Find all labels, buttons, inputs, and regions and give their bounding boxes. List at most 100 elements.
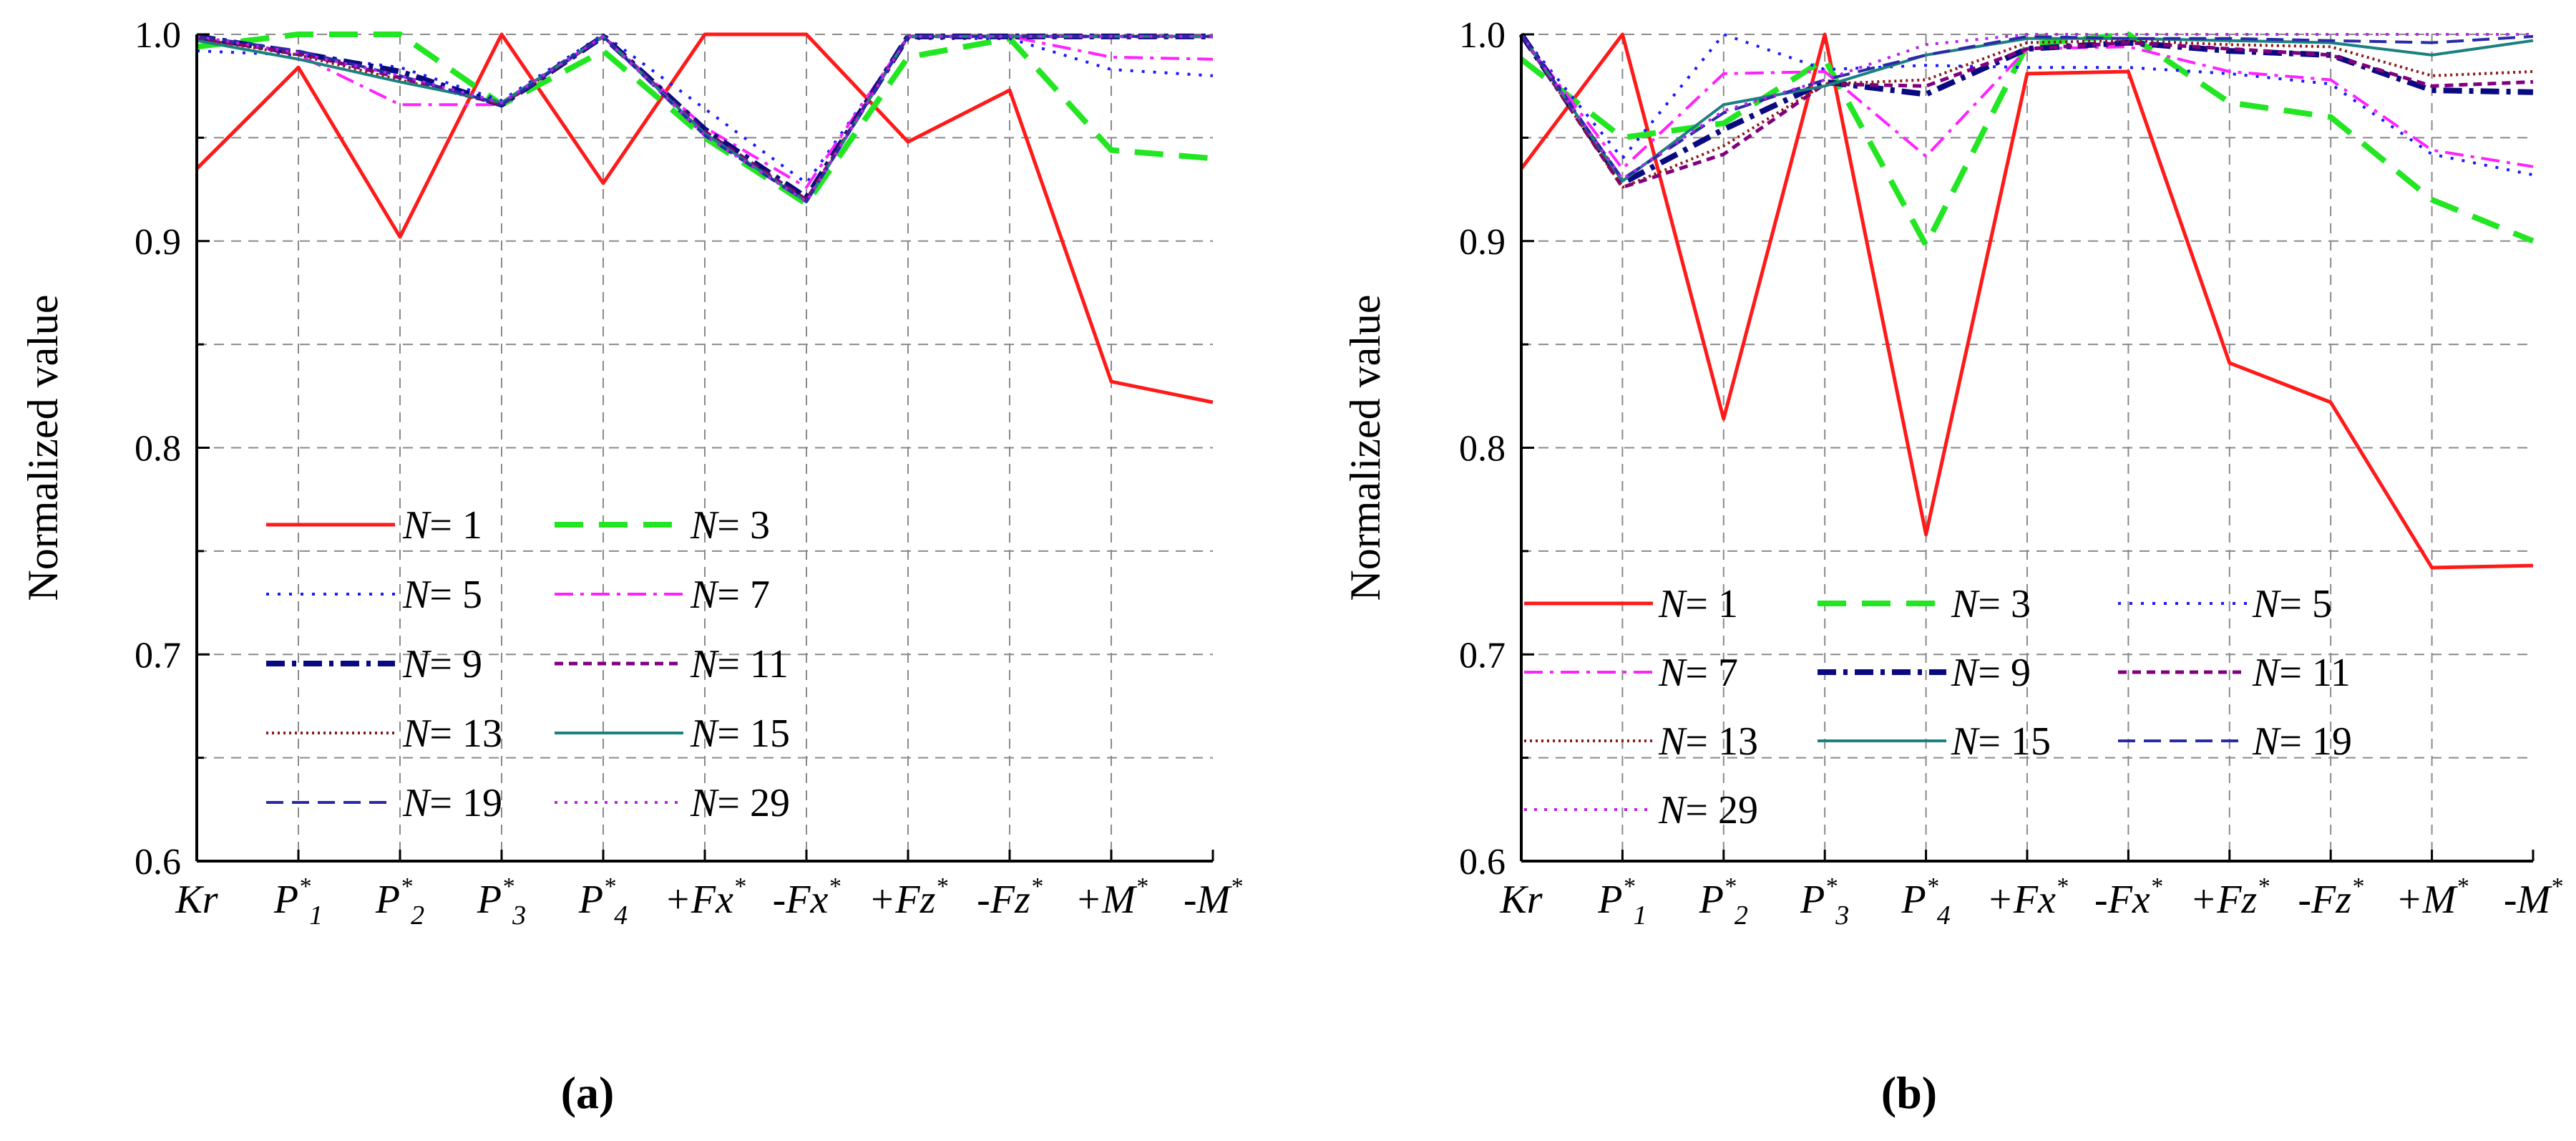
x-tick-label-superscript: * — [2150, 873, 2162, 900]
y-tick-label: 0.7 — [1459, 635, 1506, 676]
x-tick-label-symbol: P — [273, 878, 298, 922]
x-tick-label-symbol: Kr — [1499, 878, 1542, 922]
x-tick-label-symbol: Fz — [894, 878, 935, 922]
legend-label-value: = 13 — [429, 712, 502, 756]
x-tick-label: +Fz* — [2190, 873, 2269, 922]
legend-label-value: = 9 — [429, 642, 482, 686]
series-line-n29 — [196, 34, 1213, 203]
x-tick-label-subscript: 4 — [1937, 900, 1951, 931]
x-tick-label-sign: + — [869, 878, 896, 922]
panel-label: (a) — [561, 1067, 615, 1118]
legend-label-value: = 29 — [717, 781, 790, 825]
legend-label-var: N — [402, 573, 431, 617]
legend-label-n11: N= 11 — [690, 642, 789, 686]
x-tick-label-symbol: P — [1800, 878, 1825, 922]
legend-label-var: N — [1658, 719, 1687, 764]
series-line-n11 — [1519, 33, 2534, 190]
y-ticks: 0.6 0.7 0.8 0.9 1.0 — [1459, 15, 1534, 883]
legend-label-value: = 29 — [1685, 788, 1758, 832]
chart-panel-b: 0.60.70.80.91.0Kr P* 1 P* 2 P* 3 P* 4 +Fx* -Fx* +Fz… — [1342, 15, 2562, 1118]
series-line-n3 — [196, 31, 1214, 207]
y-tick-label: 0.8 — [135, 429, 181, 470]
legend-label-var: N — [2252, 651, 2281, 695]
legend-label-n19: N= 19 — [2252, 719, 2352, 764]
legend-label-var: N — [690, 712, 719, 756]
legend-label-n3: N= 3 — [1951, 582, 2031, 626]
x-tick-label-subscript: 3 — [1835, 900, 1849, 931]
legend-label-var: N — [1951, 719, 1980, 764]
x-tick-label-symbol: Fz — [2216, 878, 2257, 922]
y-tick-label: 0.9 — [1459, 222, 1506, 263]
legend-label-value: = 19 — [429, 781, 502, 825]
x-tick-label-symbol: Fz — [2311, 878, 2351, 922]
x-tick-label-symbol: P — [1901, 878, 1926, 922]
x-tick-label-symbol: P — [1597, 878, 1622, 922]
x-tick-label-sign: + — [1075, 878, 1102, 922]
x-tick-label-subscript: 3 — [512, 900, 526, 931]
legend-label-n7: N= 7 — [1658, 651, 1738, 695]
x-tick-label: -Fz* — [2298, 873, 2363, 922]
panel-label: (b) — [1881, 1067, 1937, 1118]
series-line-n1 — [195, 32, 1214, 404]
legend-label-value: = 3 — [1978, 582, 2031, 626]
x-tick-label: P* 4 — [1901, 873, 1950, 931]
legend-label-var: N — [1951, 582, 1980, 626]
legend-label-var: N — [402, 503, 431, 548]
x-tick-label: +Fx* — [1986, 873, 2068, 922]
x-tick-label-subscript: 1 — [1634, 900, 1647, 931]
series-line-n5 — [196, 33, 1214, 185]
x-tick-label: +M* — [2396, 873, 2468, 922]
legend-label-n13: N= 13 — [1658, 719, 1758, 764]
chart-panel-a: 0.60.70.80.91.0Kr P* 1 P* 2 P* 3 P* 4 +Fx* -Fx* +Fz… — [19, 15, 1242, 1118]
x-tick-label-symbol: Fx — [691, 878, 733, 922]
x-tick-label-symbol: M — [2422, 878, 2459, 922]
legend-label-var: N — [402, 712, 431, 756]
x-tick-label-sign: - — [2094, 878, 2108, 922]
series-line-n15 — [196, 34, 1213, 203]
legend-label-n11: N= 11 — [2252, 651, 2351, 695]
x-tick-label: P* 4 — [578, 873, 628, 931]
legend-label-var: N — [402, 781, 431, 825]
y-tick-label: 0.9 — [135, 222, 181, 263]
x-tick-label: -Fz* — [977, 873, 1043, 922]
y-tick-label: 0.6 — [135, 842, 181, 883]
x-tick-label-symbol: M — [2517, 878, 2553, 922]
x-tick-label-superscript: * — [2056, 873, 2068, 900]
x-tick-label-sign: - — [1184, 878, 1197, 922]
x-tick-label: -Fx* — [2094, 873, 2162, 922]
legend-label-var: N — [690, 503, 719, 548]
legend-label-value: = 11 — [717, 642, 789, 686]
legend-label-n29: N= 29 — [1658, 788, 1758, 832]
x-tick-label-subscript: 2 — [1735, 900, 1748, 931]
x-tick-label-sign: - — [773, 878, 786, 922]
legend-label-var: N — [1658, 582, 1687, 626]
legend-label-value: = 3 — [717, 503, 770, 548]
legend-label-n13: N= 13 — [402, 712, 502, 756]
y-tick-label: 0.6 — [1459, 842, 1506, 883]
x-tick-label: P* 1 — [273, 873, 323, 931]
x-tick-label-sign: + — [2396, 878, 2423, 922]
series-line-n19 — [196, 34, 1213, 203]
legend-label-value: = 15 — [717, 712, 790, 756]
x-ticks: Kr P* 1 P* 2 P* 3 P* 4 +Fx* -Fx* +Fz* -Fz* +M* -M* — [175, 850, 1242, 931]
x-tick-label-superscript: * — [2550, 873, 2562, 900]
legend-label-var: N — [690, 642, 719, 686]
legend-label-var: N — [690, 781, 719, 825]
x-tick-label: +Fx* — [664, 873, 746, 922]
legend-label-n7: N= 7 — [690, 573, 770, 617]
series-line-n15 — [1520, 33, 2534, 183]
x-tick-label: P* 2 — [375, 873, 424, 931]
series-line-n1 — [1520, 32, 2534, 570]
legend-label-n15: N= 15 — [1951, 719, 2051, 764]
series-line-n3 — [1519, 31, 2534, 248]
x-tick-label-symbol: Fx — [2013, 878, 2056, 922]
x-tick-label-superscript: * — [603, 873, 615, 900]
legend-label-n15: N= 15 — [690, 712, 790, 756]
x-tick-label-superscript: * — [2351, 873, 2363, 900]
x-tick-label-sign: - — [2298, 878, 2311, 922]
series-line-n13 — [1520, 33, 2534, 189]
legend-label-value: = 15 — [1978, 719, 2051, 764]
x-tick-label-symbol: P — [578, 878, 603, 922]
x-tick-label: -Fx* — [773, 873, 841, 922]
series-line-n29 — [1520, 33, 2533, 181]
